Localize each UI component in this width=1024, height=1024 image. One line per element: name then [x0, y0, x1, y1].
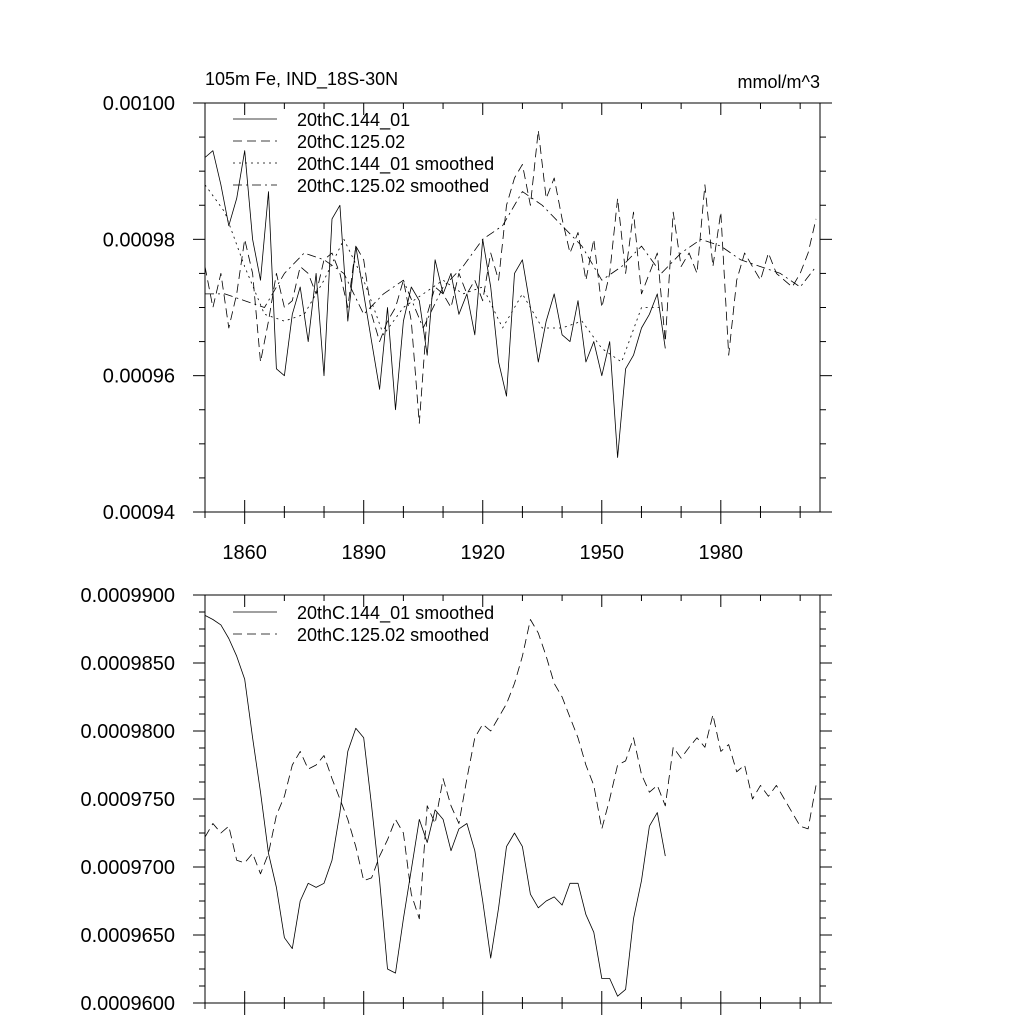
legend-label: 20thC.125.02 smoothed — [297, 176, 489, 196]
legend-label: 20thC.144_01 — [297, 110, 410, 131]
series-line — [205, 191, 817, 329]
legend-label: 20thC.144_01 smoothed — [297, 154, 494, 175]
units-label: mmol/m^3 — [738, 72, 820, 92]
top-chart: 1860 1890 1920 1950 1980 0.00094 0.00096 0.0009… — [103, 69, 832, 564]
bottom-chart: 0.0009600 0.0009650 0.0009700 0.0009750 0.00… — [80, 585, 832, 1015]
chart-title: 105m Fe, IND_18S-30N — [205, 69, 398, 90]
series-line — [204, 184, 662, 363]
series-line — [204, 615, 666, 997]
series-line — [204, 619, 817, 920]
y-tick-label: 0.0009600 — [80, 993, 175, 1015]
y-tick-label: 0.0009850 — [80, 653, 175, 675]
x-tick-label: 1890 — [341, 542, 386, 564]
x-tick-label: 1920 — [460, 542, 505, 564]
legend-label: 20thC.125.02 — [297, 132, 405, 152]
x-tick-label: 1950 — [580, 542, 625, 564]
legend-label: 20thC.125.02 smoothed — [297, 625, 489, 645]
y-tick-label: 0.0009700 — [80, 857, 175, 879]
y-tick-label: 0.0009650 — [80, 925, 175, 947]
y-tick-label: 0.0009750 — [80, 789, 175, 811]
series-line — [204, 129, 817, 424]
x-tick-label: 1980 — [699, 542, 744, 564]
y-tick-label: 0.0009900 — [80, 585, 175, 607]
plot-frame — [204, 594, 821, 1004]
y-tick-label: 0.00096 — [103, 366, 175, 388]
y-tick-label: 0.0009800 — [80, 721, 175, 743]
y-tick-label: 0.00094 — [103, 502, 175, 524]
y-tick-label: 0.00098 — [103, 229, 175, 251]
series-line — [204, 150, 666, 458]
legend-label: 20thC.144_01 smoothed — [297, 603, 494, 624]
x-tick-label: 1860 — [222, 542, 267, 564]
y-tick-label: 0.00100 — [103, 93, 175, 115]
